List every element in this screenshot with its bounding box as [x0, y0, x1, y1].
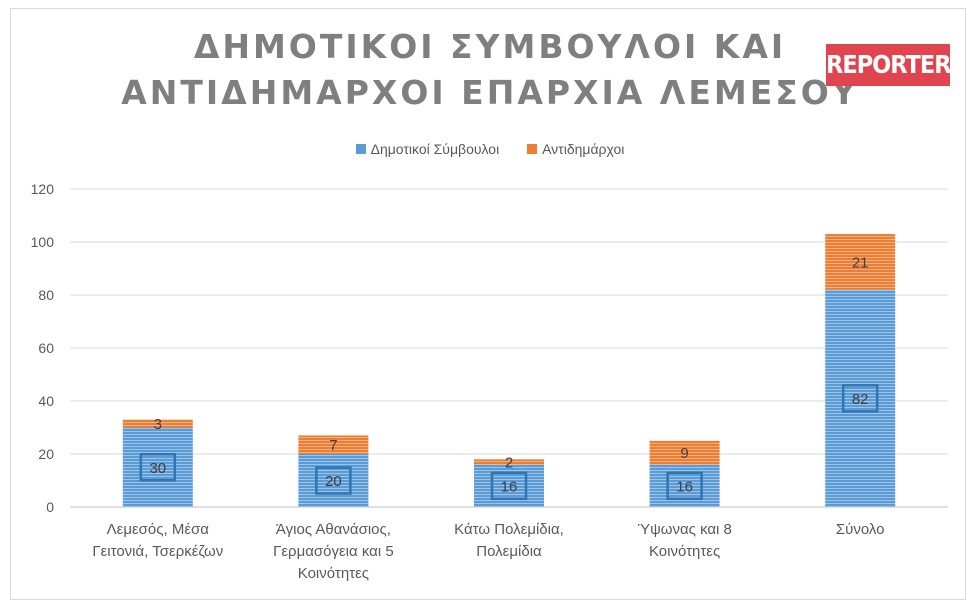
bar-antidimarchoi	[474, 459, 544, 465]
data-label-antidimarchoi: 3	[154, 416, 162, 433]
bar-antidimarchoi	[122, 419, 193, 428]
data-label-antidimarchoi: 9	[680, 445, 688, 462]
data-label-antidimarchoi: 21	[852, 254, 869, 271]
data-label-antidimarchoi: 2	[505, 454, 513, 471]
bar-antidimarchoi	[298, 435, 369, 454]
data-label-box	[139, 453, 177, 482]
data-label-box	[666, 471, 703, 501]
bar-antidimarchoi	[649, 440, 720, 465]
data-label-dimotikoi-symvouloi: 16	[501, 478, 518, 495]
y-tick-label: 80	[38, 287, 54, 303]
data-label-box	[841, 384, 879, 413]
data-label-dimotikoi-symvouloi: 30	[149, 460, 166, 477]
x-category-label: Κάτω Πολεμίδια,	[454, 521, 564, 538]
bar-antidimarchoi	[825, 234, 896, 290]
bar-dimotikoi-symvouloi	[122, 427, 193, 507]
x-category-label: Λεμεσός, Μέσα	[107, 521, 210, 538]
y-tick-label: 0	[46, 499, 54, 515]
x-category-label: Ύψωνας και 8	[637, 521, 732, 538]
legend-swatch-series-2	[527, 144, 538, 154]
data-label-antidimarchoi: 7	[329, 437, 337, 454]
data-label-dimotikoi-symvouloi: 82	[852, 391, 869, 408]
chart-title: ΔΗΜΟΤΙΚΟΙ ΣΥΜΒΟΥΛΟΙ ΚΑΙ ΑΝΤΙΔΗΜΑΡΧΟΙ ΕΠΑ…	[0, 24, 980, 116]
y-tick-label: 60	[38, 340, 54, 356]
y-tick-label: 20	[38, 446, 54, 462]
bar-dimotikoi-symvouloi	[825, 289, 896, 507]
chart-title-line-2: ΑΝΤΙΔΗΜΑΡΧΟΙ ΕΠΑΡΧΙΑ ΛΕΜΕΣΟΥ	[121, 73, 859, 112]
x-category-label: Σύνολο	[836, 521, 885, 538]
reporter-logo: REPORTER	[826, 44, 952, 86]
x-category-label: Γερμασόγεια και 5	[273, 543, 394, 560]
x-category-label: Κοινότητες	[298, 565, 369, 582]
y-tick-label: 40	[38, 393, 54, 409]
data-label-box	[315, 466, 352, 495]
chart-title-line-1: ΔΗΜΟΤΙΚΟΙ ΣΥΜΒΟΥΛΟΙ ΚΑΙ	[193, 27, 787, 66]
legend-label-series-2: Αντιδημάρχοι	[542, 141, 625, 157]
x-category-label: Γειτονιά, Τσερκέζων	[92, 543, 223, 560]
bar-dimotikoi-symvouloi	[298, 454, 369, 507]
legend-item-series-2: Αντιδημάρχοι	[527, 141, 624, 157]
x-category-label: Κοινότητες	[649, 543, 720, 560]
legend-item-series-1: Δημοτικοί Σύμβουλοι	[355, 141, 500, 157]
data-label-dimotikoi-symvouloi: 16	[676, 478, 693, 495]
legend: Δημοτικοί Σύμβουλοι Αντιδημάρχοι	[0, 141, 980, 157]
legend-label-series-1: Δημοτικοί Σύμβουλοι	[370, 141, 500, 157]
x-category-label: Άγιος Αθανάσιος,	[276, 521, 391, 538]
data-label-box	[490, 471, 528, 501]
y-tick-label: 100	[31, 234, 55, 250]
y-tick-label: 120	[31, 181, 55, 197]
data-label-dimotikoi-symvouloi: 20	[325, 473, 342, 490]
legend-swatch-series-1	[355, 144, 366, 154]
x-category-label: Πολεμίδια	[476, 543, 542, 560]
